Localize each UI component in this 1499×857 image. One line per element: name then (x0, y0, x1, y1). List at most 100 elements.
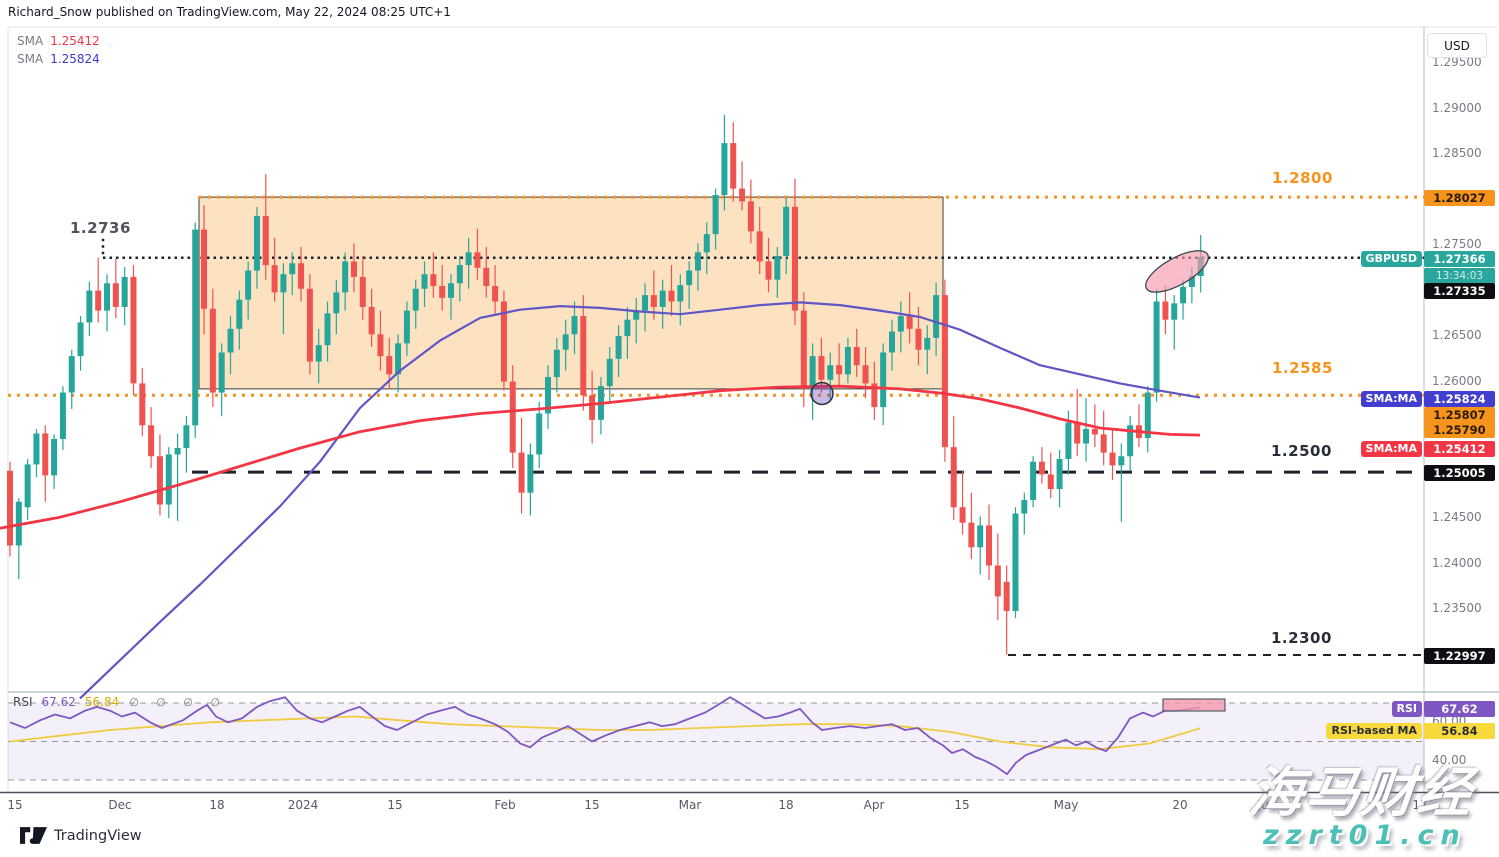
candle (324, 313, 331, 346)
candle (192, 229, 199, 426)
rsi-value: 67.62 (41, 695, 76, 709)
candle (1127, 425, 1134, 457)
candle (183, 425, 190, 449)
axis-price-badge: 56.84 (1424, 723, 1495, 739)
series-name-pill: SMA:MA (1360, 391, 1422, 407)
candle (7, 470, 13, 546)
candle (1091, 428, 1098, 435)
candle (615, 336, 622, 359)
candle (580, 316, 587, 396)
candle (571, 316, 578, 335)
time-tick-label: 2024 (287, 798, 319, 812)
time-tick-label: Apr (863, 798, 885, 812)
sma-legend-row[interactable]: SMA 1.25824 (17, 50, 100, 68)
candle (1083, 428, 1090, 444)
candle (897, 316, 904, 332)
candle (86, 290, 93, 323)
candle (1012, 513, 1019, 612)
candle (148, 425, 155, 457)
sma-legend-row[interactable]: SMA 1.25412 (17, 32, 100, 50)
candle (1056, 458, 1063, 490)
publish-byline: Richard_Snow published on TradingView.co… (8, 5, 451, 19)
candle (677, 285, 684, 302)
breakout-ellipse-marker[interactable] (1140, 243, 1214, 301)
candle (1180, 286, 1187, 304)
candle (527, 454, 534, 493)
candle (871, 383, 878, 408)
candle (59, 392, 66, 439)
tradingview-attribution[interactable]: TradingView (20, 827, 142, 844)
candle (906, 316, 913, 329)
candle (959, 507, 966, 523)
sma-fast-line (79, 301, 1201, 700)
candle (1030, 461, 1037, 500)
watermark-url: zzrt01.cn (1263, 820, 1467, 851)
candle (245, 270, 252, 300)
candle (298, 263, 305, 289)
candle (139, 383, 146, 426)
time-tick-label: 15 (7, 798, 23, 812)
candle (130, 276, 137, 384)
candle (377, 334, 384, 357)
tradingview-logo-icon (20, 827, 47, 844)
candle (606, 358, 613, 387)
candle (448, 283, 454, 298)
candle (1021, 499, 1028, 514)
candle (880, 352, 887, 408)
candle (844, 347, 851, 375)
candle (165, 454, 172, 505)
time-tick-label: 18 (209, 798, 225, 812)
candle (51, 438, 58, 476)
level-annotation-label[interactable]: 1.2736 (70, 219, 131, 237)
candle (77, 322, 84, 357)
candle (306, 288, 313, 362)
level-annotation-label[interactable]: 1.2300 (1271, 629, 1332, 647)
empty-value-icons: ∅ ∅ ∅ ∅ (129, 696, 228, 709)
rsi-highlight-box[interactable] (1162, 698, 1226, 712)
price-tick-label: 1.23500 (1432, 601, 1482, 616)
series-name-pill: SMA:MA (1360, 441, 1422, 457)
time-tick-label: Dec (108, 798, 132, 812)
candle (933, 295, 940, 338)
level-annotation-label[interactable]: 1.2585 (1272, 359, 1333, 377)
candle (686, 270, 693, 286)
candle (456, 265, 463, 284)
candle (1144, 392, 1151, 439)
candle (1100, 434, 1107, 453)
time-tick-label: May (1053, 798, 1079, 812)
candle (1003, 581, 1010, 612)
candle (624, 319, 631, 337)
candle (783, 206, 790, 256)
candle (209, 308, 216, 393)
currency-unit-button[interactable]: USD (1427, 33, 1487, 58)
candle (1065, 422, 1072, 459)
candle (545, 377, 552, 414)
axis-price-badge: 1.25824 (1424, 391, 1495, 407)
level-annotation-label[interactable]: 1.2500 (1271, 442, 1332, 460)
time-tick-label: Feb (494, 798, 516, 812)
candle (1109, 452, 1116, 466)
candle (439, 286, 446, 298)
candle (368, 306, 375, 335)
crossover-circle-marker[interactable] (810, 381, 834, 406)
candle (492, 286, 499, 302)
candle (112, 283, 119, 307)
level-annotation-label[interactable]: 1.2800 (1272, 169, 1333, 187)
price-tick-label: 1.27500 (1432, 237, 1482, 252)
candle (712, 194, 719, 235)
sma-label: SMA (17, 34, 44, 48)
candle (756, 231, 763, 262)
candle (518, 452, 525, 493)
candle (333, 292, 340, 314)
candle (536, 413, 543, 455)
candle (862, 365, 869, 384)
candle (262, 215, 269, 266)
rsi-legend-row[interactable]: RSI 67.62 56.84 ∅ ∅ ∅ ∅ (13, 695, 227, 709)
indicator-legend[interactable]: SMA 1.25412 SMA 1.25824 (17, 32, 100, 68)
candle (739, 188, 746, 202)
candle (774, 255, 781, 280)
price-tick-label: 1.29000 (1432, 100, 1482, 115)
candle (227, 328, 234, 353)
rsi-ma-line (9, 715, 1201, 751)
